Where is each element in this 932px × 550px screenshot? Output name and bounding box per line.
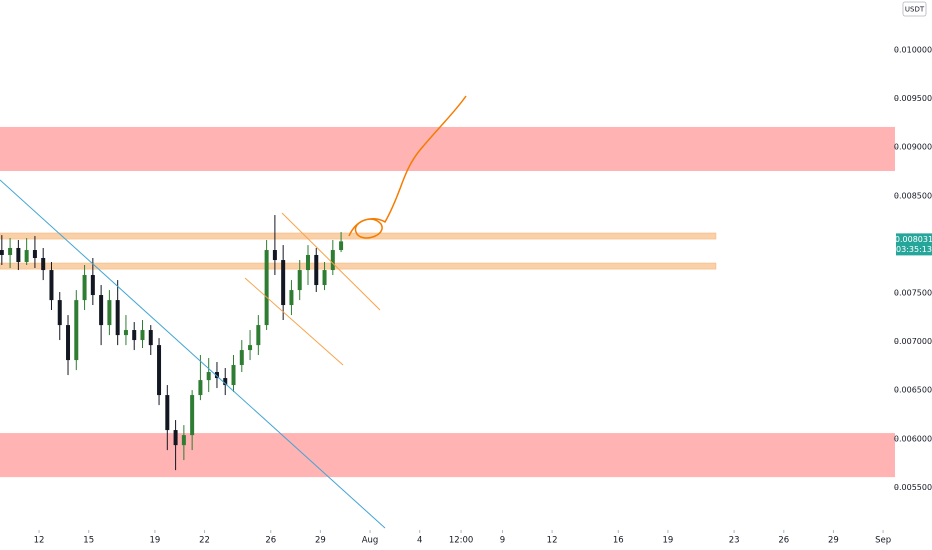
candle-body xyxy=(115,300,120,336)
candle-body xyxy=(305,254,310,271)
y-tick-label: 0.009000 xyxy=(894,143,932,152)
trend-line xyxy=(0,179,386,529)
candle-body xyxy=(248,345,253,351)
candle-body xyxy=(157,345,162,396)
candle-body xyxy=(264,250,269,326)
candle-body xyxy=(198,380,203,396)
zone xyxy=(0,126,895,171)
x-tick-label: 22 xyxy=(199,536,210,546)
candle-body xyxy=(99,295,104,326)
y-tick-label: 0.010000 xyxy=(894,45,932,54)
x-tick-label: 23 xyxy=(729,536,740,546)
x-tick-label: 12:00 xyxy=(449,536,474,546)
y-tick-label: 0.009500 xyxy=(894,94,932,103)
candle-body xyxy=(16,247,21,262)
candle-body xyxy=(90,275,95,296)
zone xyxy=(0,433,895,478)
candles xyxy=(0,215,344,471)
candle-body xyxy=(339,241,344,251)
candle-body xyxy=(281,260,286,306)
candle-body xyxy=(256,325,261,346)
arrow-sketch xyxy=(348,95,467,239)
candle-body xyxy=(57,300,62,326)
quote-label: USDT xyxy=(905,6,925,14)
candle-body xyxy=(0,250,4,255)
y-tick-label: 0.007000 xyxy=(894,337,932,346)
x-tick-label: 15 xyxy=(83,536,94,546)
candle-body xyxy=(123,330,128,336)
candle-body xyxy=(132,330,137,341)
last-price-label: 0.008031 xyxy=(895,235,932,244)
candle-body xyxy=(82,275,87,301)
candle-body xyxy=(173,430,178,446)
zone xyxy=(0,262,717,270)
x-tick-label: 12 xyxy=(547,536,558,546)
x-tick-label: 19 xyxy=(149,536,160,546)
candle-body xyxy=(322,270,327,286)
candle-body xyxy=(314,254,319,286)
candle-body xyxy=(330,250,335,271)
channel-line xyxy=(281,212,381,311)
channel-line xyxy=(244,277,344,366)
candle-body xyxy=(165,395,170,431)
candle-body xyxy=(41,258,46,271)
candle-body xyxy=(190,395,195,436)
x-tick-label: 4 xyxy=(417,536,422,546)
candle-body xyxy=(24,250,29,262)
candle-body xyxy=(107,300,112,326)
candle-body xyxy=(239,350,244,366)
x-tick-label: 9 xyxy=(500,536,505,546)
candle-body xyxy=(289,290,294,306)
candle-body xyxy=(223,378,228,386)
candle-body xyxy=(297,270,302,291)
price-axis: USDT 0.005500 0.006000 0.006500 0.007000 0.0… xyxy=(894,1,932,492)
candle-body xyxy=(272,250,277,261)
x-tick-label: 16 xyxy=(613,536,624,546)
x-tick-label: Sep xyxy=(875,536,891,546)
x-tick-label: 12 xyxy=(34,536,45,546)
quote-box xyxy=(902,1,927,17)
candle-body xyxy=(66,325,71,361)
last-price-box xyxy=(896,233,932,256)
candle-body xyxy=(74,300,79,361)
candle-body xyxy=(32,250,37,259)
y-tick-label: 0.008500 xyxy=(894,191,932,200)
y-tick-label: 0.005500 xyxy=(894,483,932,492)
candle-body xyxy=(214,372,219,379)
drawings xyxy=(0,95,467,529)
candle-body xyxy=(49,270,54,301)
x-tick-label: 29 xyxy=(315,536,326,546)
candle-body xyxy=(181,435,186,446)
x-tick-label: 29 xyxy=(828,536,839,546)
zones xyxy=(0,126,895,478)
x-tick-label: 26 xyxy=(778,536,789,546)
x-tick-label: 19 xyxy=(663,536,674,546)
countdown-label: 03:35:13 xyxy=(896,245,932,254)
x-tick-label: 26 xyxy=(265,536,276,546)
y-tick-label: 0.007500 xyxy=(894,288,932,297)
candle-body xyxy=(148,330,153,346)
candle-body xyxy=(206,372,211,381)
y-tick-label: 0.006500 xyxy=(894,386,932,395)
y-tick-label: 0.006000 xyxy=(894,434,932,443)
candle-body xyxy=(8,247,13,255)
x-tick-label: Aug xyxy=(362,536,379,546)
candle-body xyxy=(231,365,236,386)
candle-body xyxy=(140,330,145,341)
